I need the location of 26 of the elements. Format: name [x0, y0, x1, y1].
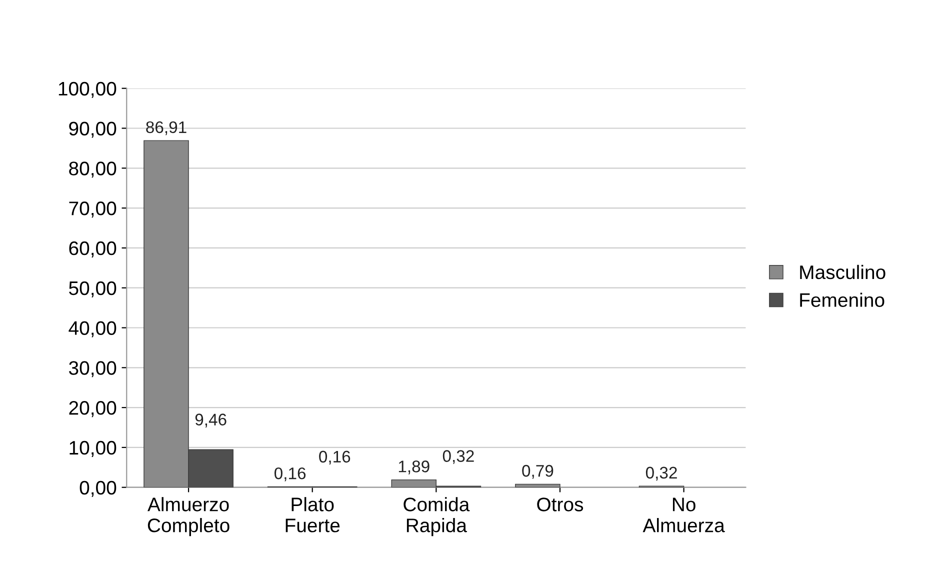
data-label: 9,46 [195, 414, 226, 428]
data-label: 0,79 [522, 464, 554, 479]
x-tick-label: Otros [537, 498, 584, 512]
y-tick-label: 90,00 [69, 122, 116, 138]
y-tick-label: 70,00 [69, 202, 116, 218]
y-tick-label: 100,00 [58, 82, 116, 98]
y-tick-label: 30,00 [68, 361, 116, 378]
data-label: 0,16 [274, 467, 306, 482]
y-tick-label: 0,00 [80, 480, 116, 497]
y-tick-label: 10,00 [70, 440, 116, 457]
data-label: 0,32 [442, 450, 474, 464]
y-tick-label: 40,00 [68, 321, 116, 338]
data-label: 86,91 [146, 121, 186, 136]
y-tick-label: 80,00 [69, 162, 116, 178]
x-tick-label: Comida Rapida [404, 497, 470, 536]
x-tick-label: Almuerzo Completo [148, 497, 230, 536]
data-label: 1,89 [398, 460, 430, 474]
y-tick-label: 20,00 [69, 401, 116, 418]
data-label: 0,16 [319, 450, 350, 465]
legend-label: Femenino [800, 292, 884, 307]
legend-label: Masculino [800, 264, 886, 280]
y-tick-label: 50,00 [69, 281, 116, 298]
x-tick-label: No Almuerza [642, 498, 725, 532]
y-tick-label: 60,00 [69, 241, 116, 258]
x-tick-label: Plato Fuerte [286, 497, 340, 532]
data-label: 0,32 [646, 466, 677, 481]
